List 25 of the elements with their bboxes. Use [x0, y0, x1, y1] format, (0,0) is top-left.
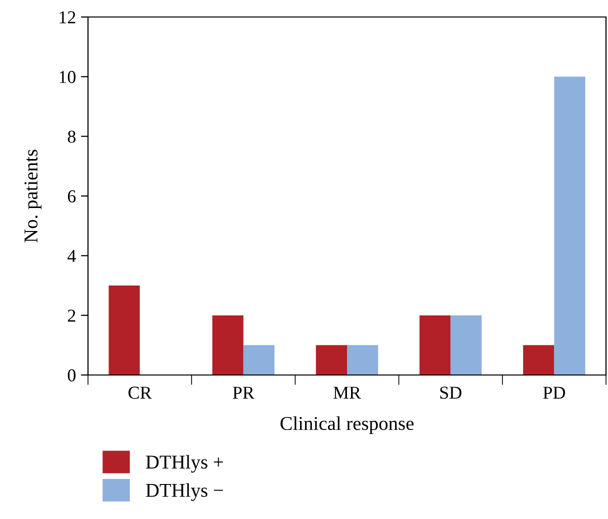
- y-tick-label: 12: [60, 11, 76, 24]
- x-axis-title: Clinical response: [280, 416, 414, 434]
- legend-label: DTHlys −: [146, 483, 223, 501]
- legend-label: DTHlys +: [146, 454, 223, 473]
- y-tick-label: 0: [68, 369, 76, 382]
- y-axis-title: No. patients: [24, 150, 42, 242]
- y-tick-label: 8: [68, 130, 76, 143]
- x-tick-label: CR: [128, 386, 152, 399]
- bar: [554, 76, 586, 375]
- x-tick-label: PR: [232, 386, 254, 399]
- y-tick-label: 6: [68, 190, 76, 202]
- x-tick-label: PD: [543, 386, 566, 399]
- bar: [523, 345, 554, 375]
- bar: [450, 315, 482, 375]
- x-tick-label: SD: [440, 386, 462, 399]
- x-tick-label: MR: [333, 386, 362, 399]
- bar: [316, 345, 347, 375]
- y-tick-label: 4: [68, 250, 76, 262]
- bar: [420, 315, 451, 375]
- bar: [108, 286, 140, 375]
- y-tick-label: 10: [60, 70, 76, 84]
- y-tick-label: 2: [68, 310, 76, 322]
- bar: [243, 345, 274, 375]
- bar: [212, 315, 244, 375]
- bar: [347, 345, 378, 375]
